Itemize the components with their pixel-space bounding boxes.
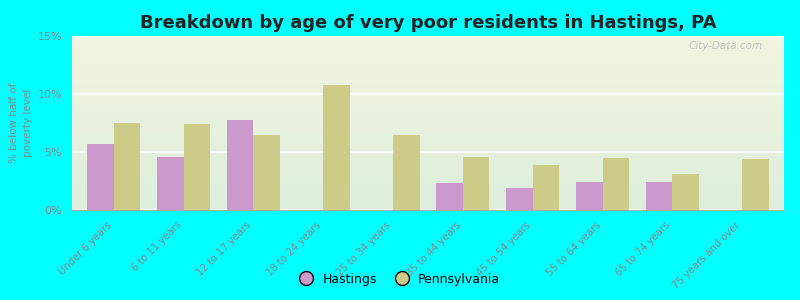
Text: City-Data.com: City-Data.com [689,41,762,51]
Bar [463,157,490,210]
Bar [576,182,602,210]
Bar [227,119,254,210]
Bar [157,157,184,210]
Bar [742,159,769,210]
Bar [646,182,672,210]
Bar [672,174,699,210]
Bar [323,85,350,210]
Bar [87,144,114,210]
Bar [254,135,280,210]
Bar [506,188,533,210]
Bar [393,135,420,210]
Bar [436,183,463,210]
Y-axis label: % below half of
poverty level: % below half of poverty level [10,83,34,163]
Bar [533,165,559,210]
Bar [602,158,629,210]
Bar [114,123,141,210]
Legend: Hastings, Pennsylvania: Hastings, Pennsylvania [295,268,505,291]
Title: Breakdown by age of very poor residents in Hastings, PA: Breakdown by age of very poor residents … [140,14,716,32]
Bar [184,124,210,210]
